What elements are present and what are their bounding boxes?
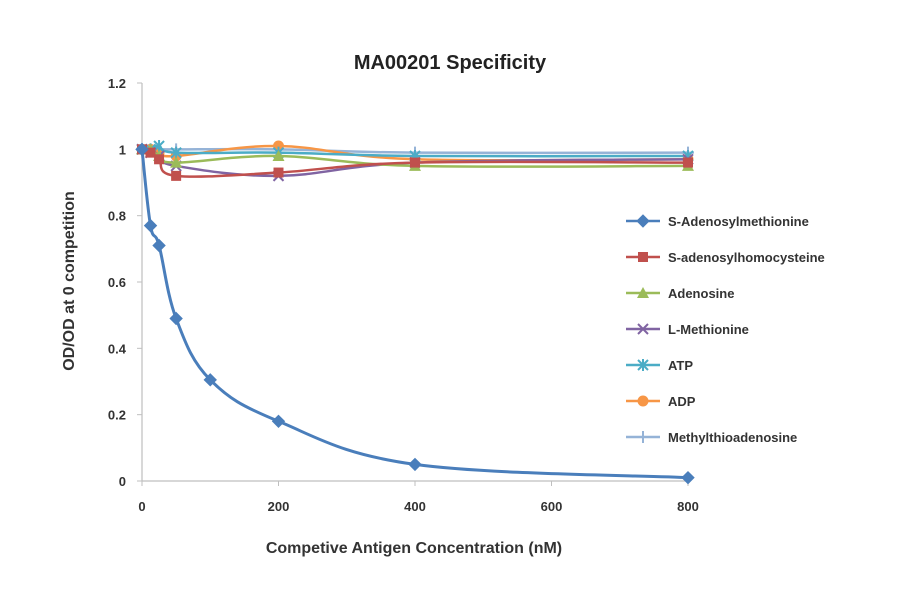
data-point xyxy=(143,218,158,233)
series-layer xyxy=(135,140,695,485)
data-point xyxy=(154,154,165,165)
y-tick-label: 0.8 xyxy=(108,209,126,224)
legend-item: S-Adenosylmethionine xyxy=(626,214,809,229)
legend-item: Methylthioadenosine xyxy=(626,430,797,445)
x-axis-label: Competive Antigen Concentration (nM) xyxy=(266,540,562,557)
y-tick-label: 0.6 xyxy=(108,275,126,290)
x-tick-label: 800 xyxy=(677,499,699,514)
series-line xyxy=(140,149,689,480)
legend-label: ADP xyxy=(668,394,696,409)
legend-label: L-Methionine xyxy=(668,322,749,337)
data-point xyxy=(170,156,183,168)
y-tick-label: 1 xyxy=(119,142,126,157)
legend-item: S-adenosylhomocysteine xyxy=(626,250,825,265)
y-tick-label: 0 xyxy=(119,474,126,489)
y-tick-label: 1.2 xyxy=(108,76,126,91)
series-s-adenosylmethionine xyxy=(135,142,695,485)
x-tick-label: 0 xyxy=(138,499,145,514)
y-axis-ticks: 0 0.2 0.4 0.6 0.8 1 1.2 xyxy=(108,76,142,489)
data-point xyxy=(681,470,695,485)
legend-item: ADP xyxy=(626,394,696,409)
legend-label: Methylthioadenosine xyxy=(668,430,797,445)
legend-item: Adenosine xyxy=(626,286,734,301)
legend-label: ATP xyxy=(668,358,693,373)
legend-label: S-Adenosylmethionine xyxy=(668,214,809,229)
legend-marker xyxy=(637,431,649,443)
data-point xyxy=(152,238,166,253)
data-point xyxy=(272,149,285,161)
x-tick-label: 200 xyxy=(268,499,290,514)
y-tick-label: 0.4 xyxy=(108,341,127,356)
legend-marker xyxy=(638,252,648,262)
legend-item: L-Methionine xyxy=(626,322,749,337)
legend-marker xyxy=(636,214,650,228)
legend: S-Adenosylmethionine S-adenosylhomocystei… xyxy=(626,214,825,445)
data-point xyxy=(271,414,286,429)
data-point xyxy=(203,373,217,387)
data-point xyxy=(408,457,422,472)
data-point xyxy=(169,311,183,326)
legend-label: S-adenosylhomocysteine xyxy=(668,250,825,265)
data-point xyxy=(410,157,420,168)
x-tick-label: 600 xyxy=(541,499,563,514)
chart-title: MA00201 Specificity xyxy=(354,52,547,74)
y-tick-label: 0.2 xyxy=(108,408,126,423)
data-point xyxy=(273,167,284,178)
x-axis-ticks: 0 200 400 600 800 xyxy=(138,481,699,514)
y-axis-label: OD/OD at 0 competition xyxy=(61,191,78,371)
data-point xyxy=(135,142,149,157)
data-point xyxy=(145,147,156,158)
data-point xyxy=(683,157,693,168)
x-tick-label: 400 xyxy=(404,499,426,514)
legend-marker xyxy=(637,359,649,371)
plot-frame xyxy=(141,83,688,482)
legend-marker xyxy=(637,287,649,298)
data-point xyxy=(171,170,182,181)
legend-marker xyxy=(637,323,649,335)
legend-label: Adenosine xyxy=(668,286,734,301)
legend-marker xyxy=(637,395,649,407)
legend-item: ATP xyxy=(626,358,693,373)
